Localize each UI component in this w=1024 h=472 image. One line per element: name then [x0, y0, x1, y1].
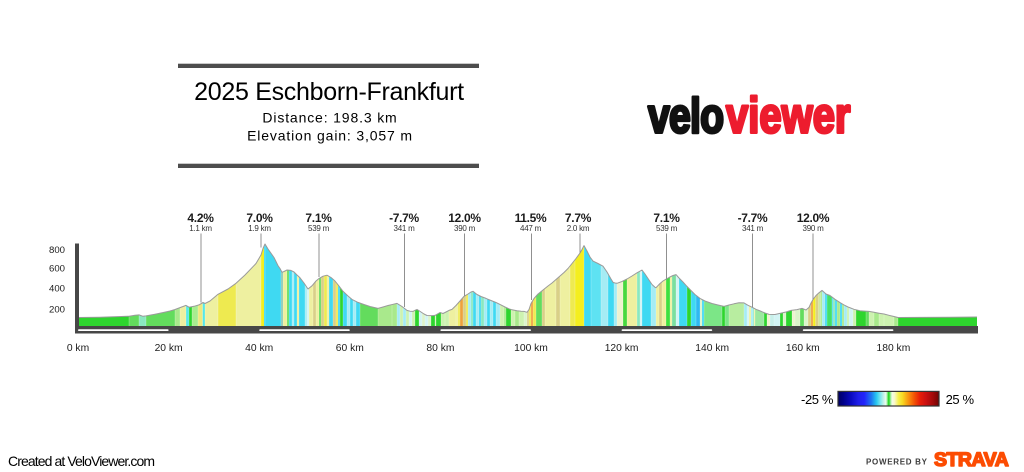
svg-text:447 m: 447 m: [520, 224, 542, 233]
svg-text:341 m: 341 m: [742, 224, 764, 233]
svg-text:12.0%: 12.0%: [448, 211, 481, 225]
svg-text:400: 400: [49, 283, 65, 294]
svg-text:800: 800: [49, 245, 65, 256]
svg-text:390 m: 390 m: [803, 224, 825, 233]
svg-text:25 %: 25 %: [946, 392, 975, 407]
svg-text:40 km: 40 km: [245, 343, 273, 354]
svg-text:160 km: 160 km: [786, 343, 820, 354]
svg-text:539 m: 539 m: [308, 224, 330, 233]
svg-text:1.1 km: 1.1 km: [189, 224, 212, 233]
svg-text:Created at VeloViewer.com: Created at VeloViewer.com: [8, 453, 154, 469]
svg-text:600: 600: [49, 263, 65, 274]
svg-text:120 km: 120 km: [605, 343, 639, 354]
svg-text:POWERED BY: POWERED BY: [866, 458, 928, 467]
svg-text:7.7%: 7.7%: [565, 211, 592, 225]
svg-text:7.0%: 7.0%: [246, 211, 273, 225]
svg-text:STRAVA: STRAVA: [934, 449, 1009, 471]
svg-text:0 km: 0 km: [67, 343, 89, 354]
svg-text:539 m: 539 m: [656, 224, 678, 233]
svg-text:velo: velo: [648, 89, 723, 143]
svg-text:200: 200: [49, 304, 65, 315]
svg-text:80 km: 80 km: [426, 343, 454, 354]
svg-text:-7.7%: -7.7%: [389, 211, 419, 225]
svg-text:viewer: viewer: [726, 87, 851, 143]
svg-text:-7.7%: -7.7%: [738, 211, 768, 225]
svg-text:100 km: 100 km: [514, 343, 548, 354]
svg-text:7.1%: 7.1%: [653, 211, 680, 225]
svg-text:-25 %: -25 %: [801, 392, 834, 407]
svg-text:140 km: 140 km: [695, 343, 729, 354]
svg-text:60 km: 60 km: [336, 343, 364, 354]
svg-text:7.1%: 7.1%: [305, 211, 332, 225]
svg-text:1.9 km: 1.9 km: [248, 224, 271, 233]
svg-text:341 m: 341 m: [394, 224, 416, 233]
svg-text:4.2%: 4.2%: [187, 211, 214, 225]
svg-text:Distance: 198.3 km: Distance: 198.3 km: [262, 109, 397, 125]
svg-text:180 km: 180 km: [877, 343, 911, 354]
svg-text:12.0%: 12.0%: [797, 211, 830, 225]
svg-text:11.5%: 11.5%: [515, 211, 547, 225]
svg-text:Elevation gain: 3,057 m: Elevation gain: 3,057 m: [247, 128, 413, 144]
svg-text:390 m: 390 m: [454, 224, 476, 233]
svg-text:2.0 km: 2.0 km: [567, 224, 590, 233]
svg-text:20 km: 20 km: [155, 343, 183, 354]
svg-text:2025 Eschborn-Frankfurt: 2025 Eschborn-Frankfurt: [194, 78, 464, 106]
